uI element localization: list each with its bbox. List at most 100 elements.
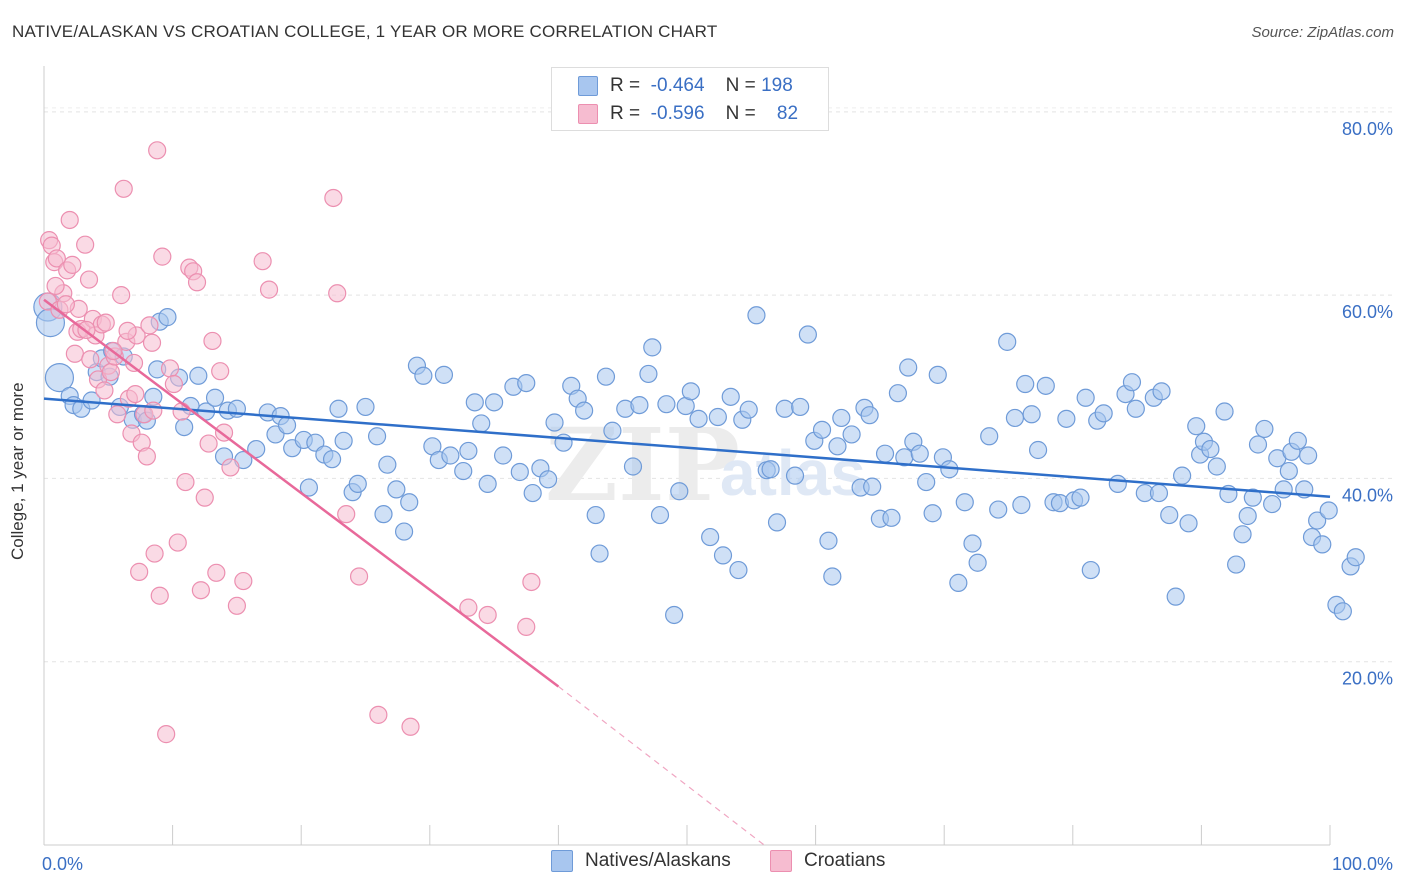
native-point xyxy=(1319,501,1338,520)
native-point xyxy=(1005,408,1025,428)
croatian-point xyxy=(168,533,187,552)
native-point xyxy=(1028,440,1048,460)
croatian-point xyxy=(459,598,478,617)
croatian-point xyxy=(164,374,183,394)
croatian-point xyxy=(140,316,159,335)
native-point xyxy=(639,364,658,384)
native-point xyxy=(1201,439,1220,459)
native-point xyxy=(798,325,817,344)
native-point xyxy=(863,477,882,496)
native-point xyxy=(643,338,662,357)
croatian-point xyxy=(401,717,420,736)
native-point xyxy=(721,387,740,406)
croatian-point xyxy=(101,363,120,382)
native-point xyxy=(963,534,982,553)
croatian-point xyxy=(221,458,240,477)
native-point xyxy=(1160,505,1179,525)
legend-item-natives[interactable]: Natives/Alaskans xyxy=(551,850,731,872)
native-point xyxy=(1057,409,1076,428)
native-point xyxy=(882,508,901,527)
croatian-point xyxy=(112,286,131,305)
legend-label-natives: Natives/Alaskans xyxy=(585,850,731,871)
native-point xyxy=(277,416,297,435)
native-point xyxy=(523,483,542,503)
native-point xyxy=(1126,399,1145,418)
croatian-point xyxy=(203,331,222,351)
native-point xyxy=(158,308,177,327)
native-point xyxy=(454,461,473,481)
native-point xyxy=(949,573,968,592)
native-point xyxy=(1094,404,1113,423)
native-point xyxy=(334,431,353,450)
croatian-trend-line xyxy=(43,298,560,688)
native-point xyxy=(517,373,536,393)
croatian-point xyxy=(227,596,246,615)
native-point xyxy=(1233,525,1252,544)
native-point xyxy=(1071,488,1090,507)
native-point xyxy=(1227,555,1246,574)
legend-r-label: R = xyxy=(610,103,641,124)
native-point xyxy=(1022,405,1041,424)
watermark-zip: ZIP xyxy=(545,406,740,524)
croatian-point xyxy=(47,249,66,268)
legend-r-value: -0.464 xyxy=(650,75,705,96)
croatian-point xyxy=(60,210,79,230)
native-point xyxy=(394,522,414,541)
croatian-point xyxy=(96,313,115,332)
native-point xyxy=(729,560,748,580)
chart-title: NATIVE/ALASKAN VS CROATIAN COLLEGE, 1 YE… xyxy=(12,22,718,41)
croatian-point xyxy=(63,255,82,274)
legend-item-croatians[interactable]: Croatians xyxy=(770,850,885,872)
native-point xyxy=(387,480,406,499)
native-point xyxy=(1149,483,1169,503)
native-point xyxy=(955,493,974,512)
legend-n-label: N = xyxy=(725,103,756,124)
native-point xyxy=(596,367,616,386)
native-point xyxy=(586,505,605,525)
legend-r-label: R = xyxy=(610,75,641,96)
croatian-point xyxy=(148,141,167,160)
native-point xyxy=(713,546,733,565)
croatian-point xyxy=(46,276,65,296)
native-point xyxy=(1173,466,1192,485)
croatian-point xyxy=(187,273,207,292)
croatian-point xyxy=(137,447,156,466)
croatian-point xyxy=(130,562,149,581)
legend-swatch-croatians xyxy=(770,850,792,872)
native-point xyxy=(356,397,375,417)
native-point xyxy=(1187,417,1206,436)
y-tick-label: 60.0% xyxy=(1342,302,1393,322)
native-point xyxy=(860,406,879,425)
native-point xyxy=(670,482,689,501)
native-point xyxy=(322,450,342,469)
native-point xyxy=(823,567,842,586)
native-point xyxy=(832,408,851,428)
native-point xyxy=(888,384,908,403)
croatian-point xyxy=(172,402,191,421)
native-point xyxy=(681,382,700,401)
native-point xyxy=(1308,511,1327,530)
native-point xyxy=(478,474,497,494)
native-point xyxy=(650,505,670,525)
croatian-point xyxy=(337,505,356,524)
native-point xyxy=(189,366,208,385)
croatian-point xyxy=(118,321,137,340)
croatian-point xyxy=(522,572,541,592)
series-legend: Natives/Alaskans Croatians xyxy=(0,850,1406,878)
native-point xyxy=(472,414,491,433)
legend-row-natives: R = -0.464 N = 198 xyxy=(552,72,793,100)
croatian-point xyxy=(259,280,279,299)
legend-label-croatians: Croatians xyxy=(804,850,886,871)
croatian-point xyxy=(328,284,347,303)
legend-r-value: -0.596 xyxy=(650,103,705,124)
croatian-point xyxy=(207,563,226,582)
native-point xyxy=(367,427,387,446)
native-point xyxy=(1279,461,1298,481)
native-point xyxy=(828,437,847,456)
native-point xyxy=(630,395,649,415)
native-point xyxy=(1333,602,1352,621)
native-point xyxy=(205,388,225,407)
native-point xyxy=(1036,376,1055,395)
legend-swatch-natives xyxy=(578,76,598,96)
